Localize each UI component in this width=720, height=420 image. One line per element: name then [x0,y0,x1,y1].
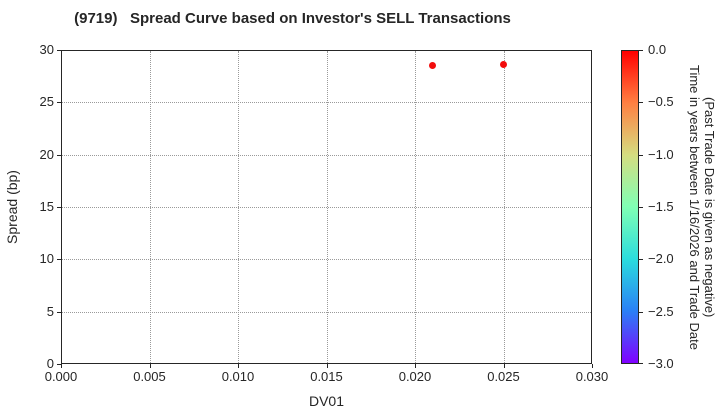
gridline-horizontal [62,154,591,156]
data-point [500,61,507,69]
colorbar-tick-label: −2.5 [648,303,674,319]
x-tick-label: 0.005 [133,369,166,384]
x-tick-mark [149,364,151,368]
gridline-horizontal [62,102,591,104]
y-tick-mark [57,364,61,365]
plot-area [61,50,592,364]
colorbar-tick-mark [639,311,643,313]
chart-title: (9719) Spread Curve based on Investor's … [74,10,511,27]
y-tick-mark [57,207,61,208]
gridline-horizontal [62,207,591,208]
colorbar-tick-mark [639,154,643,156]
y-tick-mark [57,311,61,313]
x-tick-mark [503,364,505,368]
x-tick-mark [238,364,239,368]
y-tick-label: 5 [46,303,54,319]
x-tick-mark [415,364,416,368]
x-tick-mark [61,364,62,368]
colorbar-tick-label: −1.5 [648,199,674,214]
colorbar-tick-mark [639,102,643,104]
y-tick-mark [57,259,61,261]
x-tick-mark [592,364,593,368]
x-tick-label: 0.000 [44,369,78,384]
x-tick-label: 0.015 [310,369,343,384]
x-tick-label: 0.025 [487,369,520,384]
colorbar-tick-mark [639,259,643,261]
y-tick-label: 20 [39,146,54,162]
x-axis-label: DV01 [308,393,345,409]
y-tick-label: 25 [39,94,54,110]
y-tick-label: 30 [39,42,54,57]
y-tick-mark [57,102,61,104]
x-tick-label: 0.020 [398,369,432,384]
colorbar-label-line1: Time in years between 1/16/2026 and Trad… [687,64,702,350]
colorbar-tick-mark [639,363,643,364]
colorbar-tick-label: −2.0 [648,251,674,267]
gridline-horizontal [62,311,591,313]
x-tick-label: 0.010 [221,369,255,384]
gridline-horizontal [62,259,591,261]
y-tick-label: 0 [46,356,54,371]
colorbar-label-line2: (Past Trade Date is given as negative) [702,96,717,318]
colorbar-tick-label: −0.5 [648,94,674,110]
y-tick-mark [57,154,61,156]
colorbar [621,50,639,364]
colorbar-label: Time in years between 1/16/2026 and Trad… [687,50,717,364]
data-point [429,62,437,70]
colorbar-tick-label: −3.0 [648,356,674,371]
y-tick-label: 15 [39,199,54,214]
colorbar-tick-mark [639,207,643,208]
y-tick-label: 10 [39,251,54,267]
y-tick-mark [57,50,61,51]
colorbar-tick-mark [639,50,643,51]
colorbar-tick-label: −1.0 [648,146,674,162]
colorbar-tick-label: 0.0 [648,42,667,57]
x-tick-label: 0.030 [575,369,609,384]
x-tick-mark [326,364,328,368]
